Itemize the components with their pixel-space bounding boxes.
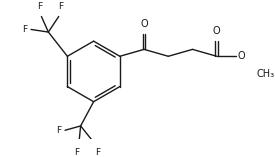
Text: F: F bbox=[23, 25, 28, 34]
Text: O: O bbox=[213, 26, 221, 36]
Text: F: F bbox=[95, 148, 100, 157]
Text: CH₃: CH₃ bbox=[257, 69, 275, 79]
Text: O: O bbox=[238, 51, 245, 61]
Text: F: F bbox=[37, 2, 42, 11]
Text: F: F bbox=[75, 148, 80, 157]
Text: F: F bbox=[58, 2, 63, 11]
Text: F: F bbox=[56, 126, 62, 135]
Text: O: O bbox=[140, 19, 148, 30]
